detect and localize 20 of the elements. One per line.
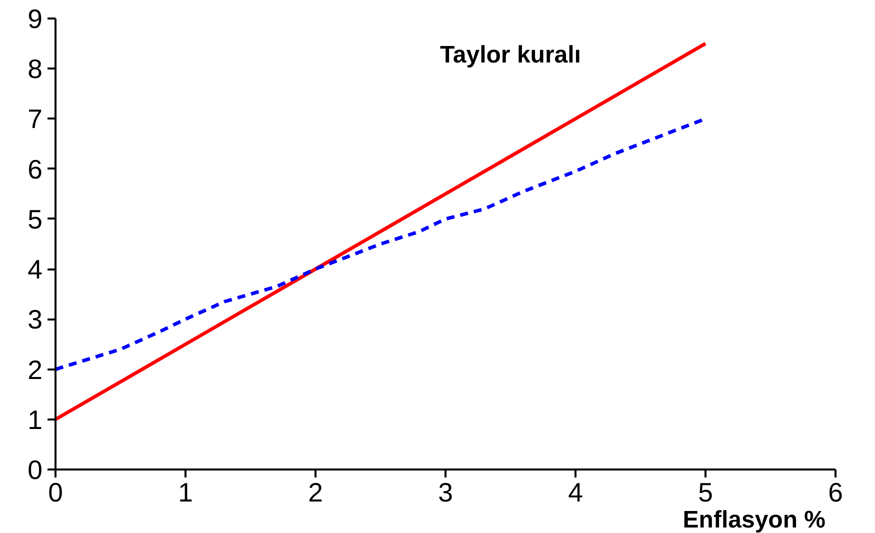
y-tick-label: 8 (28, 54, 43, 84)
x-tick-label: 2 (308, 478, 323, 508)
x-tick-label: 3 (438, 478, 453, 508)
y-tick-label: 4 (28, 254, 43, 285)
x-tick-label: 6 (828, 478, 843, 508)
y-tick-label: 1 (28, 404, 43, 435)
y-tick-label: 7 (28, 104, 43, 134)
y-tick-label: 3 (28, 304, 43, 335)
x-tick-label: 4 (568, 478, 584, 508)
x-tick-label: 1 (178, 478, 193, 508)
y-tick-label: 6 (28, 154, 43, 184)
line-series (56, 42, 708, 422)
y-tick-label: 5 (28, 204, 43, 234)
x-tick-label: 5 (698, 478, 713, 508)
x-tick-label: 0 (48, 478, 63, 508)
x-axis-title: Enflasyon % (682, 506, 826, 533)
y-tick-label: 2 (28, 354, 43, 385)
y-tick-label: 9 (28, 4, 43, 34)
y-tick-label: 0 (28, 455, 43, 485)
series-label: Taylor kuralı (440, 41, 581, 68)
